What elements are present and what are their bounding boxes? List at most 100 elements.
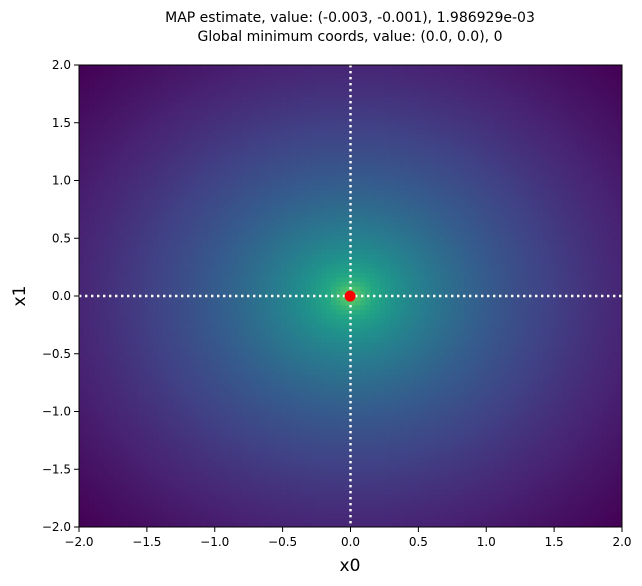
heatmap-cell bbox=[212, 198, 218, 205]
heatmap-cell bbox=[498, 138, 504, 144]
heatmap-cell bbox=[335, 101, 342, 108]
heatmap-cell bbox=[508, 198, 514, 205]
heatmap-cell bbox=[330, 203, 337, 209]
heatmap-cell bbox=[236, 69, 243, 75]
heatmap-cell bbox=[483, 254, 490, 260]
heatmap-cell bbox=[197, 240, 203, 246]
heatmap-cell bbox=[498, 74, 504, 80]
heatmap-cell bbox=[473, 115, 480, 121]
heatmap-cell bbox=[162, 166, 169, 172]
heatmap-cell bbox=[414, 148, 421, 154]
heatmap-cell bbox=[488, 185, 495, 191]
heatmap-cell bbox=[202, 111, 208, 117]
heatmap-cell bbox=[562, 194, 569, 200]
heatmap-cell bbox=[429, 245, 435, 251]
heatmap-cell bbox=[320, 268, 327, 274]
heatmap-cell bbox=[266, 157, 272, 163]
heatmap-cell bbox=[429, 157, 435, 163]
heatmap-cell bbox=[375, 263, 381, 269]
heatmap-cell bbox=[493, 143, 500, 149]
heatmap-cell bbox=[503, 208, 509, 214]
heatmap-cell bbox=[236, 259, 243, 265]
heatmap-cell bbox=[182, 235, 189, 242]
heatmap-cell bbox=[217, 259, 223, 265]
heatmap-cell bbox=[404, 189, 411, 195]
heatmap-cell bbox=[518, 78, 524, 84]
heatmap-cell bbox=[320, 88, 327, 94]
heatmap-cell bbox=[493, 138, 500, 144]
heatmap-cell bbox=[133, 249, 139, 255]
heatmap-cell bbox=[394, 143, 401, 149]
heatmap-cell bbox=[123, 198, 129, 205]
heatmap-cell bbox=[93, 226, 100, 232]
heatmap-cell bbox=[79, 65, 85, 71]
heatmap-cell bbox=[355, 148, 361, 154]
heatmap-cell bbox=[182, 185, 189, 191]
heatmap-cell bbox=[350, 198, 356, 205]
heatmap-cell bbox=[187, 120, 193, 126]
heatmap-cell bbox=[547, 245, 554, 251]
heatmap-cell bbox=[518, 245, 524, 251]
heatmap-cell bbox=[365, 268, 371, 274]
heatmap-cell bbox=[582, 235, 588, 242]
heatmap-cell bbox=[612, 217, 618, 223]
heatmap-cell bbox=[261, 175, 268, 181]
heatmap-cell bbox=[88, 166, 95, 172]
heatmap-cell bbox=[434, 254, 440, 260]
heatmap-cell bbox=[434, 217, 440, 223]
heatmap-cell bbox=[498, 88, 504, 94]
heatmap-cell bbox=[133, 226, 139, 232]
heatmap-cell bbox=[202, 148, 208, 154]
heatmap-cell bbox=[83, 65, 90, 71]
heatmap-cell bbox=[468, 208, 475, 214]
heatmap-cell bbox=[429, 83, 435, 89]
heatmap-cell bbox=[429, 120, 435, 126]
heatmap-cell bbox=[370, 88, 376, 94]
heatmap-cell bbox=[380, 268, 386, 274]
heatmap-cell bbox=[508, 240, 514, 246]
heatmap-cell bbox=[133, 240, 139, 246]
heatmap-cell bbox=[335, 189, 342, 195]
heatmap-cell bbox=[365, 254, 371, 260]
heatmap-cell bbox=[241, 88, 248, 94]
heatmap-cell bbox=[256, 157, 263, 163]
heatmap-cell bbox=[98, 111, 105, 117]
heatmap-cell bbox=[261, 162, 268, 168]
heatmap-cell bbox=[444, 175, 450, 181]
heatmap-cell bbox=[315, 138, 322, 144]
heatmap-cell bbox=[508, 69, 514, 75]
heatmap-cell bbox=[335, 194, 342, 200]
heatmap-cell bbox=[345, 194, 351, 200]
heatmap-cell bbox=[88, 143, 95, 149]
heatmap-cell bbox=[557, 166, 564, 172]
heatmap-cell bbox=[123, 69, 129, 75]
heatmap-cell bbox=[414, 235, 421, 242]
heatmap-cell bbox=[320, 208, 327, 214]
heatmap-cell bbox=[528, 198, 534, 205]
heatmap-cell bbox=[133, 194, 139, 200]
heatmap-cell bbox=[128, 69, 134, 75]
heatmap-cell bbox=[157, 217, 164, 223]
heatmap-cell bbox=[399, 231, 406, 237]
heatmap-cell bbox=[261, 69, 268, 75]
heatmap-cell bbox=[98, 240, 105, 246]
heatmap-cell bbox=[419, 65, 425, 71]
heatmap-cell bbox=[222, 254, 228, 260]
heatmap-cell bbox=[404, 78, 411, 84]
heatmap-cell bbox=[444, 106, 450, 112]
heatmap-cell bbox=[340, 134, 347, 140]
heatmap-cell bbox=[296, 272, 302, 278]
heatmap-cell bbox=[256, 222, 263, 228]
heatmap-cell bbox=[567, 74, 574, 80]
heatmap-cell bbox=[212, 129, 218, 135]
heatmap-cell bbox=[350, 194, 356, 200]
heatmap-cell bbox=[607, 106, 613, 112]
heatmap-cell bbox=[577, 74, 583, 80]
heatmap-cell bbox=[513, 198, 519, 205]
heatmap-cell bbox=[286, 148, 292, 154]
heatmap-cell bbox=[617, 101, 622, 108]
heatmap-cell bbox=[394, 259, 401, 265]
heatmap-cell bbox=[315, 115, 322, 121]
heatmap-cell bbox=[538, 106, 544, 112]
heatmap-cell bbox=[103, 83, 110, 89]
